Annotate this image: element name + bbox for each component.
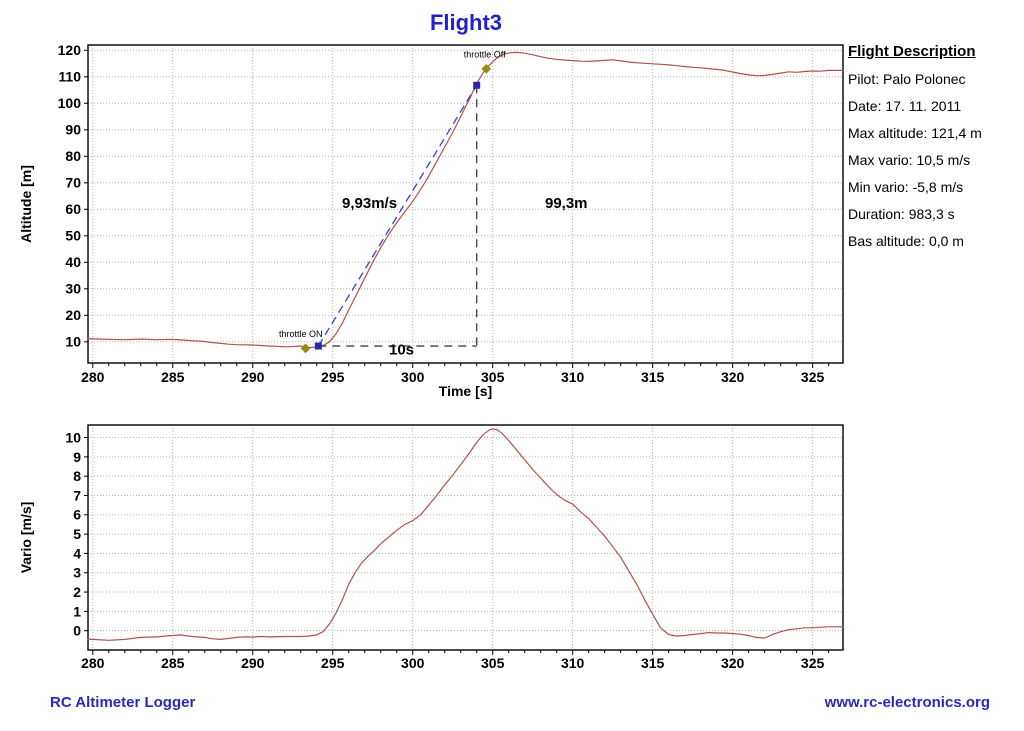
y-tick-label: 5	[73, 526, 81, 542]
x-tick-label: 280	[81, 655, 105, 671]
flight-description-item-pilot: Pilot: Palo Polonec	[848, 71, 966, 87]
x-tick-label: 305	[481, 655, 505, 671]
flight-description-item-base-altitude: Bas altitude: 0,0 m	[848, 233, 964, 249]
climb-start-square	[314, 342, 322, 350]
x-tick-label: 325	[801, 655, 825, 671]
x-tick-label: 290	[241, 655, 265, 671]
y-tick-label: 30	[65, 281, 81, 297]
x-tick-label: 285	[161, 369, 185, 385]
y-tick-label: 8	[73, 468, 81, 484]
x-tick-label: 280	[81, 369, 105, 385]
y-tick-label: 80	[65, 148, 81, 164]
y-tick-label: 1	[73, 603, 81, 619]
throttle-off-diamond	[481, 63, 492, 74]
y-tick-label: 3	[73, 565, 81, 581]
annotation-text: throttle ON	[279, 329, 323, 339]
y-axis-label: Vario [m/s]	[18, 502, 34, 574]
chart-title: Flight3	[429, 10, 503, 35]
y-tick-label: 20	[65, 307, 81, 323]
y-tick-label: 2	[73, 584, 81, 600]
flight-description-item-min-vario: Min vario: -5,8 m/s	[848, 179, 964, 195]
flight-description-item-max-vario: Max vario: 10,5 m/s	[848, 152, 971, 168]
y-tick-label: 7	[73, 487, 81, 503]
x-tick-label: 300	[401, 655, 425, 671]
y-tick-label: 0	[73, 623, 81, 639]
y-tick-label: 90	[65, 122, 81, 138]
annotation-text: 9,93m/s	[342, 195, 397, 212]
y-tick-label: 10	[65, 429, 81, 445]
altitude-series	[87, 51, 844, 349]
flight-description-title: Flight Description	[848, 43, 976, 60]
y-axis-label: Altitude [m]	[18, 165, 34, 243]
y-tick-label: 6	[73, 507, 81, 523]
x-tick-label: 300	[401, 369, 425, 385]
y-tick-label: 4	[73, 545, 81, 561]
x-tick-label: 315	[641, 369, 665, 385]
flight-description-item-max-altitude: Max altitude: 121,4 m	[848, 125, 982, 141]
y-tick-label: 100	[58, 95, 82, 111]
altitude-chart: 280 285 290 295 300 305 310 315 320 325 10 20 30 40 50…	[18, 42, 844, 399]
x-tick-label: 295	[321, 369, 345, 385]
x-axis-label: Time [s]	[439, 383, 492, 399]
annotation-text: 10s	[389, 342, 414, 359]
x-tick-label: 315	[641, 655, 665, 671]
flight-description-item-duration: Duration: 983,3 s	[848, 206, 955, 222]
x-tick-label: 320	[721, 655, 745, 671]
y-tick-label: 60	[65, 201, 81, 217]
annotation-text: throttle Off	[464, 50, 506, 60]
x-tick-label: 310	[561, 655, 585, 671]
x-tick-label: 285	[161, 655, 185, 671]
x-tick-label: 310	[561, 369, 585, 385]
throttle-on-diamond	[300, 343, 311, 354]
y-tick-label: 50	[65, 228, 81, 244]
y-tick-label: 9	[73, 449, 81, 465]
flight-description-item-date: Date: 17. 11. 2011	[848, 98, 962, 114]
vario-series	[87, 428, 844, 641]
x-tick-label: 325	[801, 369, 825, 385]
x-tick-label: 305	[481, 369, 505, 385]
annotation-text: 99,3m	[545, 195, 588, 212]
x-tick-label: 320	[721, 369, 745, 385]
climb-end-square	[473, 81, 481, 89]
y-tick-label: 70	[65, 175, 81, 191]
x-tick-label: 295	[321, 655, 345, 671]
climb-rate-line	[317, 84, 478, 347]
vario-chart: 280 285 290 295 300 305 310 315 320 325 0 1 2 3 4 5 6 7 8 9…	[18, 424, 844, 671]
footer-website-link[interactable]: www.rc-electronics.org	[824, 694, 990, 711]
plot-border	[87, 424, 844, 651]
x-tick-label: 290	[241, 369, 265, 385]
footer-app-name: RC Altimeter Logger	[50, 694, 196, 711]
y-tick-label: 110	[58, 69, 81, 85]
y-tick-label: 10	[65, 334, 81, 350]
plot-border	[87, 44, 844, 364]
y-tick-label: 120	[58, 42, 82, 58]
flight-description-panel: Flight Description Pilot: Palo Polonec D…	[848, 44, 1024, 261]
y-tick-label: 40	[65, 254, 81, 270]
